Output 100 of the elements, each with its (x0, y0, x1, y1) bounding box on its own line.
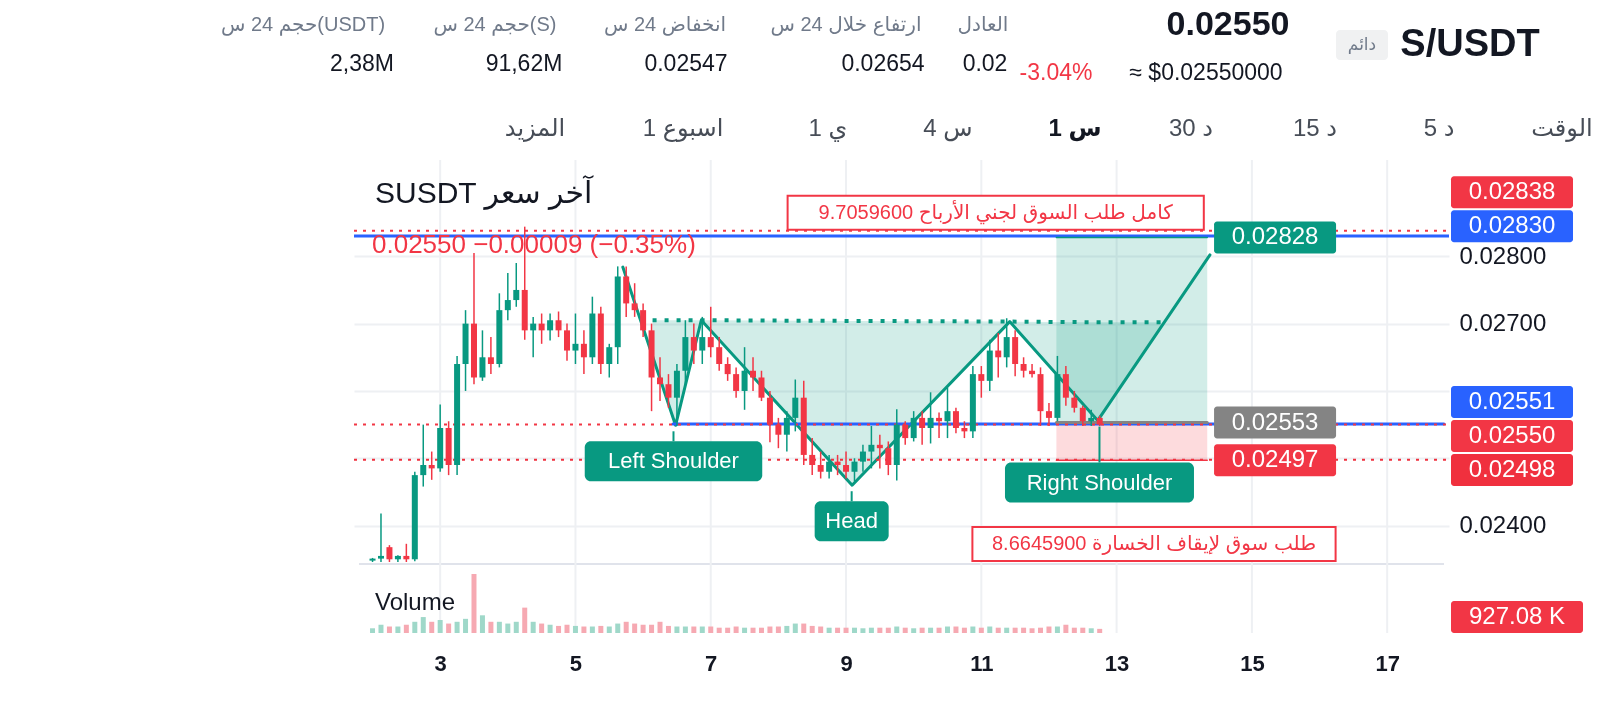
bar (446, 623, 452, 633)
candlestick (580, 329, 587, 375)
x-tick-label: 13 (1104, 650, 1130, 676)
candlestick (758, 370, 765, 402)
candlestick (927, 391, 934, 445)
candlestick (859, 444, 866, 473)
bar (403, 624, 409, 633)
ref-line-label: 0.02550 (1468, 421, 1556, 449)
data-label: 0.02497 (1231, 445, 1319, 473)
candlestick (826, 454, 833, 480)
bar (522, 607, 528, 633)
text: 15 د (1292, 114, 1338, 141)
bar (758, 627, 764, 633)
bar (868, 627, 874, 633)
bar (640, 624, 646, 633)
candlestick (724, 356, 731, 382)
text: حجم 24 س(S) (433, 13, 557, 36)
bar (826, 627, 832, 633)
x-tick-label: 3 (434, 650, 447, 676)
bar (437, 620, 443, 633)
candlestick (792, 378, 799, 433)
bar (987, 626, 993, 633)
ref-line-label: 0.02830 (1468, 211, 1556, 239)
bar (479, 615, 485, 633)
ref-line-label: 0.02498 (1468, 455, 1556, 483)
candlestick (420, 423, 427, 488)
bar (581, 626, 587, 633)
text: 30 د (1168, 114, 1214, 141)
candlestick (868, 425, 875, 470)
bar (809, 625, 815, 633)
bar (598, 625, 604, 633)
text: SUSDT آخر سعر (375, 175, 595, 210)
candlestick (487, 336, 494, 375)
candlestick (707, 306, 714, 359)
bar (945, 626, 950, 633)
text: العادل (957, 13, 1009, 35)
bar (513, 621, 519, 633)
bar (539, 623, 545, 633)
text: 0.02654 (841, 50, 925, 76)
text: 4 س (923, 114, 973, 142)
y-tick-label: 0.02700 (1459, 309, 1547, 337)
candlestick (572, 312, 579, 365)
text: الوقت (1531, 114, 1593, 142)
bar (970, 626, 976, 633)
text: 0.02547 (644, 50, 728, 76)
bar (1038, 627, 1044, 633)
candlestick (944, 386, 951, 439)
bar (386, 626, 392, 633)
text: 2,38M (330, 50, 394, 76)
bar (1071, 627, 1077, 633)
candlestick (606, 343, 613, 379)
bar (919, 627, 925, 633)
bar (649, 624, 655, 633)
text: S/USDT (1400, 22, 1540, 64)
candlestick (538, 312, 545, 345)
text: 927.08 K (1468, 602, 1566, 629)
y-tick-label: 0.02400 (1459, 511, 1547, 539)
candlestick (716, 336, 723, 372)
text: -3.04% (1019, 59, 1093, 85)
annotation: Head (825, 508, 878, 534)
bar (632, 623, 638, 633)
bar (902, 627, 908, 633)
candlestick (750, 356, 757, 392)
bar (995, 627, 1001, 633)
bar (843, 627, 849, 633)
candlestick (631, 282, 638, 318)
bar (420, 617, 426, 633)
bar (784, 625, 790, 633)
candlestick (1088, 409, 1095, 427)
bar (589, 626, 595, 633)
bar (505, 623, 511, 633)
data-label: 0.02553 (1231, 407, 1319, 435)
bar (775, 626, 781, 633)
bar (953, 626, 959, 633)
bar (877, 627, 883, 633)
bar (674, 626, 680, 633)
candlestick (978, 365, 985, 399)
candlestick (919, 410, 926, 446)
text: ≈ $0.02550000 (1129, 59, 1283, 85)
bar (615, 623, 621, 633)
bar (708, 626, 714, 633)
bar (496, 621, 502, 633)
candlestick (910, 410, 917, 443)
candlestick (513, 262, 520, 308)
bar (961, 627, 967, 633)
candlestick (1071, 390, 1078, 414)
candlestick (851, 457, 858, 482)
bar (412, 621, 418, 633)
text: 1 س (1048, 114, 1102, 142)
x-tick-label: 11 (970, 650, 994, 676)
bar (725, 627, 731, 633)
candlestick (403, 543, 410, 563)
bar (572, 625, 578, 633)
bar (733, 626, 739, 633)
annotation: طلب سوق لإيقاف الخسارة 8.6645900 (991, 532, 1317, 555)
candlestick (741, 346, 748, 411)
y-tick-label: 0.02800 (1459, 241, 1547, 269)
bar (792, 623, 798, 633)
text: المزيد (504, 114, 566, 142)
bar (1088, 628, 1094, 633)
